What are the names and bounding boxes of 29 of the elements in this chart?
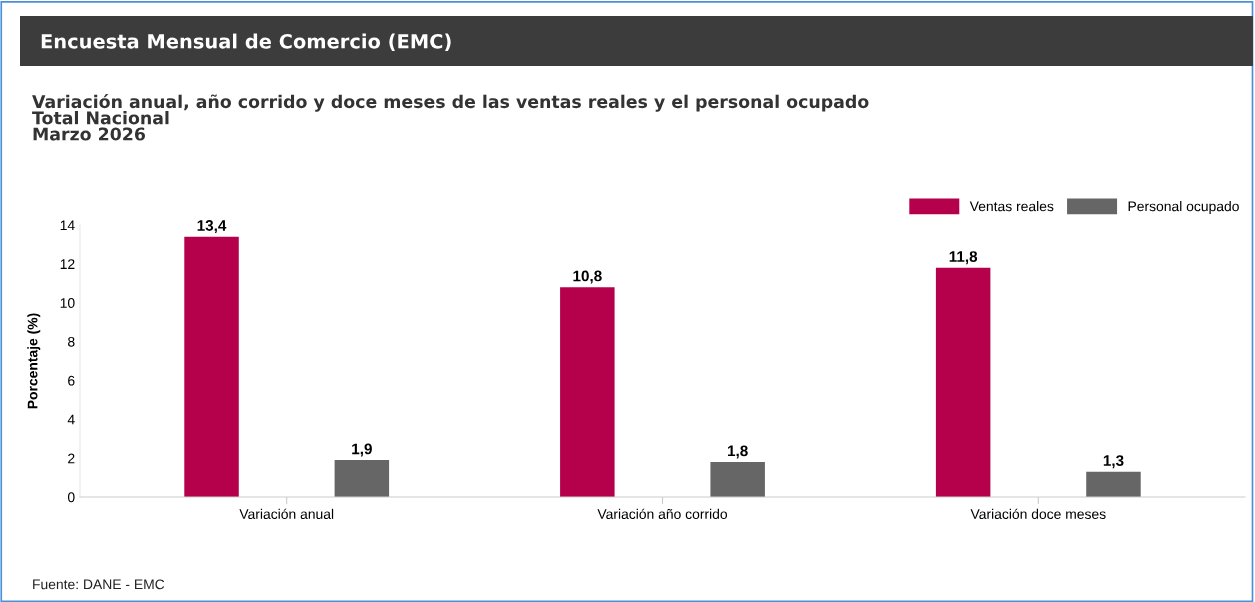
y-axis-title: Porcentaje (%) [27,313,41,409]
data-label: 11,8 [949,251,978,265]
data-label: 13,4 [197,220,227,234]
source-note: Fuente: DANE - EMC [33,579,165,590]
legend-label: Ventas reales [969,201,1054,212]
data-label: 1,8 [728,445,748,459]
legend-label: Personal ocupado [1128,201,1239,214]
bar [710,462,765,497]
chart-title: Encuesta Mensual de Comercio (EMC) [41,33,451,51]
data-label: 10,8 [573,270,602,284]
bar [334,460,390,497]
y-tick-label: 10 [60,298,75,308]
y-tick-label: 0 [67,492,75,503]
y-tick-label: 12 [60,259,75,269]
y-tick-label: 8 [68,336,75,347]
bar [1086,471,1141,497]
bar [184,236,239,497]
data-label: 1,9 [352,443,372,457]
bar [560,287,615,497]
bar [935,267,991,497]
chart-subtitle: Variación anual, año corrido y doce meses de las ventas reales y el personal ocupado Total Nacional Marzo 2026 [32,94,869,141]
data-label: 1,3 [1103,455,1124,469]
y-tick-label: 4 [67,414,75,425]
x-tick-label: Variación anual [239,508,334,520]
x-tick-label: Variación doce meses [970,508,1106,520]
x-tick-label: Variación año corrido [597,508,728,520]
y-tick-label: 6 [68,375,75,386]
y-tick-label: 2 [68,453,75,464]
y-tick-label: 14 [60,220,75,231]
